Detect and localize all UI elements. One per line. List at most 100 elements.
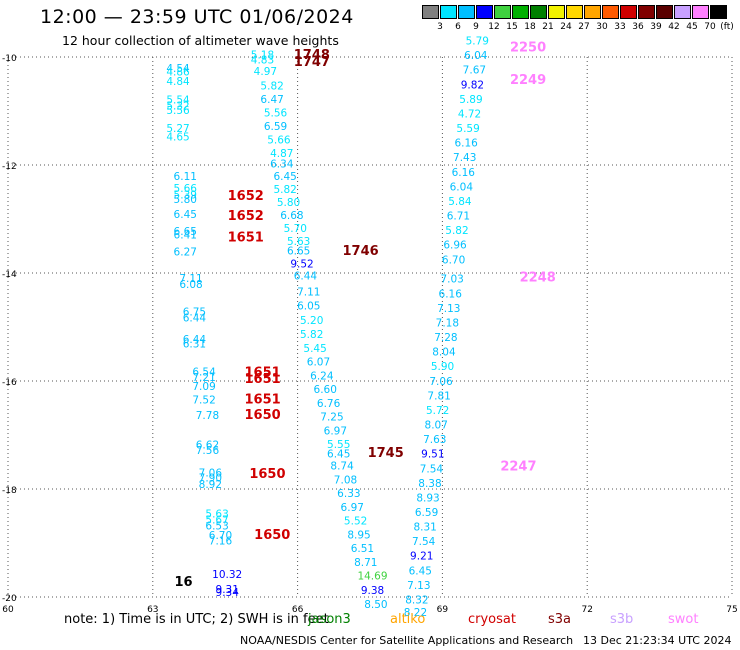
pass-time-label: 2248	[520, 271, 556, 286]
wave-height-label: 6.97	[341, 502, 364, 514]
pass-time-label: 1650	[245, 408, 281, 423]
legend-swatch	[494, 5, 511, 19]
pass-time-label: 1650	[254, 528, 290, 543]
wave-height-label: 7.25	[320, 411, 343, 423]
wave-height-label: 5.56	[264, 107, 288, 119]
wave-height-label: 7.90	[199, 472, 222, 484]
wave-height-label: 5.82	[445, 225, 468, 237]
wave-height-label: 6.59	[264, 121, 287, 133]
wave-height-label: 5.80	[174, 194, 197, 206]
wave-height-label: 7.54	[420, 463, 444, 475]
x-tick-label: 72	[581, 605, 592, 615]
wave-height-label: 8.93	[416, 492, 439, 504]
wave-height-label: 9.31	[216, 584, 239, 596]
wave-height-label: 6.16	[454, 138, 478, 150]
legend-swatch	[548, 5, 565, 19]
pass-time-label: 1652	[228, 189, 264, 204]
wave-height-label: 7.78	[196, 410, 219, 422]
generated-timestamp: 13 Dec 21:23:34 UTC 2024	[583, 634, 732, 647]
legend-swatch	[620, 5, 637, 19]
legend-swatch	[440, 5, 457, 19]
wave-height-label: 7.18	[436, 317, 459, 329]
credit-line: NOAA/NESDIS Center for Satellite Applica…	[240, 634, 574, 647]
wave-height-label: 5.82	[260, 80, 283, 92]
wave-height-label: 6.75	[183, 307, 206, 319]
wave-height-label: 7.43	[453, 152, 476, 164]
legend-unit: (ft)	[720, 22, 734, 32]
wave-height-label: 8.71	[354, 557, 377, 569]
chart-subtitle: 12 hour collection of altimeter wave hei…	[62, 33, 339, 48]
pass-time-labels: 1748174716521652165117461651165116511650…	[175, 41, 556, 591]
wave-height-label: 6.04	[464, 50, 488, 62]
wave-height-label: 4.97	[254, 66, 277, 78]
wave-height-label: 5.67	[205, 515, 228, 527]
legend-swatch	[602, 5, 619, 19]
pass-time-label: 1651	[245, 372, 281, 387]
legend-label: 27	[578, 22, 590, 32]
wave-height-label: 5.72	[426, 405, 449, 417]
legend-label: 39	[650, 22, 662, 32]
wave-height-label: 5.89	[459, 94, 482, 106]
wave-height-label: 5.20	[300, 315, 323, 327]
legend-swatch	[512, 5, 529, 19]
wave-height-label: 4.72	[458, 108, 481, 120]
pass-time-label: 1651	[245, 366, 281, 381]
legend-label: 21	[542, 22, 554, 32]
legend-label: 6	[455, 22, 461, 32]
wave-height-label: 4.87	[270, 148, 293, 160]
wave-height-label: 7.16	[209, 536, 233, 548]
wave-height-label: 7.28	[434, 332, 457, 344]
wave-height-label: 5.79	[466, 36, 489, 48]
legend-swatch	[530, 5, 547, 19]
wave-height-label: 5.39	[174, 189, 197, 201]
wave-height-label: 8.04	[432, 347, 456, 359]
wave-height-label: 5.70	[284, 223, 307, 235]
pass-time-label: 2250	[510, 41, 546, 56]
wave-height-label: 5.56	[166, 105, 190, 117]
wave-height-label: 6.04	[450, 181, 474, 193]
wave-height-label: 8.32	[405, 594, 428, 606]
y-tick-label: -14	[2, 270, 17, 280]
legend-swatch	[710, 5, 727, 19]
wave-height-label: 7.08	[334, 475, 357, 487]
wave-height-label: 5.63	[287, 236, 310, 248]
legend-label: 12	[488, 22, 500, 32]
chart-title: 12:00 — 23:59 UTC 01/06/2024	[40, 6, 354, 28]
legend-label: 3	[437, 22, 443, 32]
legend-label: 15	[506, 22, 518, 32]
legend-label: 42	[668, 22, 680, 32]
wave-height-labels: 4.544.864.845.545.325.565.274.656.115.66…	[166, 36, 489, 619]
wave-height-label: 7.13	[437, 303, 460, 315]
legend-label: 18	[524, 22, 536, 32]
wave-height-label: 8.38	[418, 478, 441, 490]
wave-height-label: 9.38	[361, 585, 384, 597]
wave-height-label: 9.51	[421, 449, 444, 461]
pass-time-label: 2249	[510, 73, 546, 88]
wave-height-label: 9.82	[461, 79, 484, 91]
wave-height-label: 7.56	[196, 445, 220, 457]
wave-height-label: 5.84	[448, 196, 472, 208]
wave-height-label: 6.68	[280, 210, 303, 222]
wave-height-label: 4.65	[166, 132, 189, 144]
wave-height-label: 6.65	[174, 226, 197, 238]
x-tick-label: 66	[292, 605, 304, 615]
wave-height-label: 7.81	[427, 390, 450, 402]
satellite-name: s3a	[548, 612, 572, 627]
wave-height-label: 8.95	[347, 530, 370, 542]
wave-height-label: 5.55	[327, 439, 350, 451]
x-tick-label: 69	[437, 605, 449, 615]
wave-height-label: 9.34	[216, 587, 240, 599]
wave-height-label: 5.63	[205, 509, 228, 521]
legend-swatch	[458, 5, 475, 19]
legend-label: 24	[560, 22, 572, 32]
wave-height-label: 6.96	[443, 240, 467, 252]
x-tick-label: 75	[726, 605, 737, 615]
wave-height-label: 6.70	[209, 530, 232, 542]
satellite-name: swot	[668, 612, 699, 627]
wave-height-label: 4.54	[166, 63, 190, 75]
wave-height-label: 6.44	[183, 313, 207, 325]
wave-height-label: 6.44	[183, 334, 207, 346]
wave-height-label: 6.54	[192, 367, 216, 379]
wave-height-label: 4.86	[166, 66, 190, 78]
